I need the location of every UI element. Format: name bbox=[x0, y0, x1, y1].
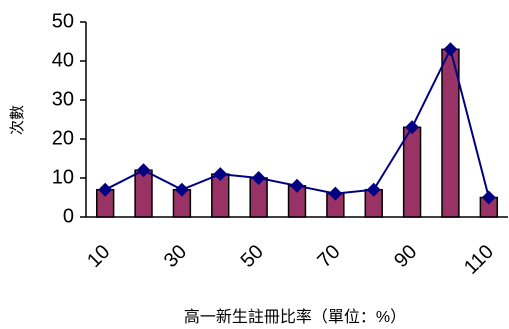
y-tick-label: 10 bbox=[52, 166, 74, 188]
x-tick-label: 90 bbox=[390, 241, 421, 272]
marker bbox=[290, 178, 304, 193]
marker bbox=[328, 186, 343, 201]
x-tick-label: 10 bbox=[83, 241, 114, 272]
marker bbox=[366, 182, 381, 197]
y-tick-label: 40 bbox=[52, 49, 74, 71]
y-tick-label: 20 bbox=[52, 127, 74, 149]
bar bbox=[402, 126, 422, 218]
y-tick-label: 0 bbox=[63, 205, 74, 227]
x-tick-label: 70 bbox=[313, 241, 344, 272]
marker bbox=[174, 182, 189, 197]
marker bbox=[213, 167, 228, 182]
x-axis-label: 高一新生註冊比率（單位：%） bbox=[184, 308, 406, 326]
marker bbox=[481, 190, 496, 205]
marker bbox=[405, 120, 420, 135]
line bbox=[104, 46, 490, 198]
marker bbox=[443, 42, 458, 57]
x-tick-label: 30 bbox=[160, 241, 191, 272]
x-tick-label: 110 bbox=[460, 241, 498, 279]
marker bbox=[251, 171, 266, 185]
x-tick-label: 50 bbox=[237, 241, 268, 272]
marker bbox=[136, 163, 151, 178]
marker bbox=[98, 182, 113, 197]
y-axis-label: 次數 bbox=[9, 105, 26, 135]
y-tick-label: 50 bbox=[52, 10, 74, 32]
bar bbox=[134, 169, 153, 218]
y-tick-label: 30 bbox=[52, 88, 74, 110]
